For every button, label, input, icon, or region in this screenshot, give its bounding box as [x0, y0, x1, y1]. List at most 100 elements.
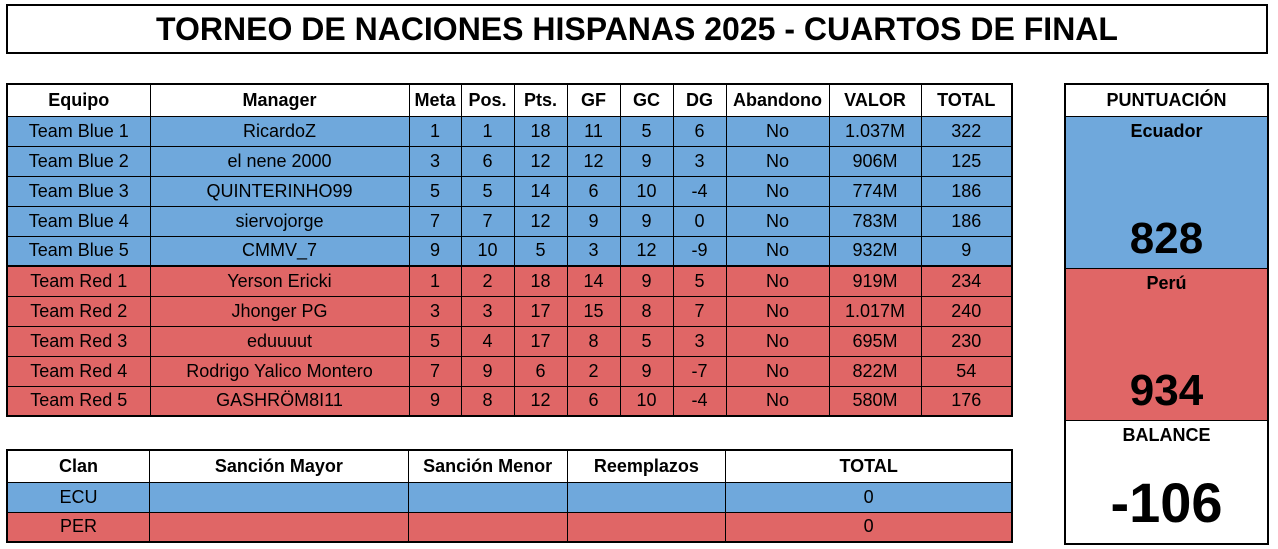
table-cell: 9: [619, 265, 674, 297]
table-cell: 6: [460, 145, 515, 177]
table-cell: 3: [408, 295, 462, 327]
page-title: TORNEO DE NACIONES HISPANAS 2025 - CUART…: [6, 4, 1268, 54]
table-cell: [566, 481, 727, 513]
table-cell: 6: [566, 175, 621, 207]
table-cell: 18: [513, 115, 568, 147]
column-header: GC: [619, 83, 674, 117]
table-cell: 695M: [828, 325, 922, 357]
table-cell: 10: [619, 385, 674, 417]
column-header: Pts.: [513, 83, 568, 117]
table-cell: 186: [920, 175, 1013, 207]
score-panel: PUNTUACIÓN Ecuador 828 Perú 934 BALANCE …: [1064, 83, 1269, 545]
table-cell: 12: [566, 145, 621, 177]
table-cell: No: [725, 205, 830, 237]
clan-table: Clan Sanción Mayor Sanción Menor Reemplazos…: [6, 449, 1013, 543]
table-cell: -4: [672, 385, 727, 417]
table-cell: -7: [672, 355, 727, 387]
table-cell: 8: [566, 325, 621, 357]
table-cell: 783M: [828, 205, 922, 237]
table-cell: QUINTERINHO99: [149, 175, 410, 207]
table-cell: 5: [619, 325, 674, 357]
table-row: Team Red 2 Jhonger PG 3 3 17 15 8 7 No 1.017M 240: [6, 295, 1013, 327]
table-cell: 919M: [828, 265, 922, 297]
table-cell: 9: [566, 205, 621, 237]
table-cell: 10: [619, 175, 674, 207]
table-cell: Team Blue 3: [6, 175, 151, 207]
table-cell: 9: [408, 385, 462, 417]
table-cell: 3: [460, 295, 515, 327]
table-cell: No: [725, 385, 830, 417]
table-cell: 1: [460, 115, 515, 147]
table-cell: [407, 511, 568, 543]
table-cell: 14: [513, 175, 568, 207]
table-cell: 1.037M: [828, 115, 922, 147]
table-cell: No: [725, 295, 830, 327]
table-row: Team Blue 1 RicardoZ 1 1 18 11 5 6 No 1.037M 322: [6, 115, 1013, 147]
table-cell: 8: [460, 385, 515, 417]
table-cell: 1: [408, 265, 462, 297]
table-row: Team Blue 5 CMMV_7 9 10 5 3 12 -9 No 932M 9: [6, 235, 1013, 267]
table-cell: 5: [460, 175, 515, 207]
score-team-peru: Perú 934: [1066, 269, 1267, 421]
column-header: TOTAL: [725, 449, 1013, 483]
table-cell: Team Blue 1: [6, 115, 151, 147]
table-cell: 17: [513, 295, 568, 327]
table-row: Team Red 3 eduuuut 5 4 17 8 5 3 No 695M 230: [6, 325, 1013, 357]
column-header: Sanción Menor: [407, 449, 568, 483]
table-cell: 0: [725, 511, 1013, 543]
table-cell: 14: [566, 265, 621, 297]
table-cell: 54: [920, 355, 1013, 387]
table-cell: 2: [460, 265, 515, 297]
table-cell: siervojorge: [149, 205, 410, 237]
table-cell: No: [725, 145, 830, 177]
table-cell: No: [725, 325, 830, 357]
table-cell: 17: [513, 325, 568, 357]
table-cell: Team Blue 5: [6, 235, 151, 267]
table-cell: 5: [672, 265, 727, 297]
table-row: Team Blue 2 el nene 2000 3 6 12 12 9 3 No 906M 125: [6, 145, 1013, 177]
table-cell: Team Red 3: [6, 325, 151, 357]
table-cell: No: [725, 265, 830, 297]
table-cell: 3: [672, 325, 727, 357]
table-cell: Team Red 4: [6, 355, 151, 387]
table-row: Team Blue 3 QUINTERINHO99 5 5 14 6 10 -4 No 774M 1…: [6, 175, 1013, 207]
column-header: Abandono: [725, 83, 830, 117]
table-cell: 12: [513, 385, 568, 417]
table-cell: 10: [460, 235, 515, 267]
table-cell: 240: [920, 295, 1013, 327]
table-cell: 12: [513, 145, 568, 177]
table-cell: 580M: [828, 385, 922, 417]
clan-header-row: Clan Sanción Mayor Sanción Menor Reemplazos…: [6, 449, 1013, 483]
table-cell: 5: [408, 175, 462, 207]
table-cell: 12: [513, 205, 568, 237]
standings-table: Equipo Manager Meta Pos. Pts. GF GC DG Abandono V…: [6, 83, 1013, 417]
table-cell: Rodrigo Yalico Montero: [149, 355, 410, 387]
table-cell: Team Red 1: [6, 265, 151, 297]
table-cell: 9: [619, 355, 674, 387]
balance-label: BALANCE: [1122, 425, 1211, 445]
table-cell: 3: [408, 145, 462, 177]
table-cell: [149, 481, 409, 513]
table-row: Team Red 5 GASHRÖM8I11 9 8 12 6 10 -4 No 580M 176: [6, 385, 1013, 417]
column-header: DG: [672, 83, 727, 117]
table-cell: 1: [408, 115, 462, 147]
table-cell: Team Red 5: [6, 385, 151, 417]
balance-section: BALANCE -106: [1066, 421, 1267, 543]
table-cell: No: [725, 235, 830, 267]
score-team-name: Ecuador: [1130, 121, 1203, 141]
table-cell: Team Blue 2: [6, 145, 151, 177]
table-cell: CMMV_7: [149, 235, 410, 267]
column-header: TOTAL: [920, 83, 1013, 117]
table-cell: 3: [672, 145, 727, 177]
table-row: ECU 0: [6, 481, 1013, 513]
standings-header-row: Equipo Manager Meta Pos. Pts. GF GC DG Abandono V…: [6, 83, 1013, 117]
table-cell: 7: [408, 355, 462, 387]
table-row: Team Red 4 Rodrigo Yalico Montero 7 9 6 2 9 -7 N…: [6, 355, 1013, 387]
table-cell: 5: [619, 115, 674, 147]
table-cell: 932M: [828, 235, 922, 267]
table-cell: 2: [566, 355, 621, 387]
table-cell: 6: [513, 355, 568, 387]
table-row: Team Red 1 Yerson Ericki 1 2 18 14 9 5 No 919M 234: [6, 265, 1013, 297]
table-cell: 4: [460, 325, 515, 357]
table-cell: 774M: [828, 175, 922, 207]
